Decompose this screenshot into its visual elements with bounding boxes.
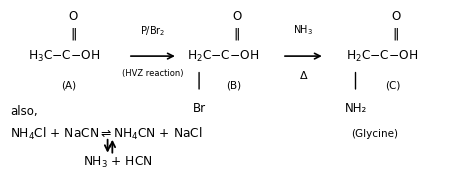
Text: ‖: ‖ <box>234 28 240 40</box>
Text: ‖: ‖ <box>70 28 77 40</box>
Text: ‖: ‖ <box>392 28 399 40</box>
Text: also,: also, <box>10 105 38 118</box>
Text: (Glycine): (Glycine) <box>351 129 398 139</box>
Text: NH$_3$ + HCN: NH$_3$ + HCN <box>83 155 153 170</box>
Text: NH$_3$: NH$_3$ <box>293 23 313 37</box>
Text: O: O <box>69 11 78 23</box>
Text: (B): (B) <box>226 80 241 90</box>
Text: NH$_4$Cl + NaCN$\rightleftharpoons$NH$_4$CN + NaCl: NH$_4$Cl + NaCN$\rightleftharpoons$NH$_4… <box>10 125 203 141</box>
Text: Δ: Δ <box>300 71 307 81</box>
Text: P/Br$_2$: P/Br$_2$ <box>140 24 165 38</box>
Text: (HVZ reaction): (HVZ reaction) <box>122 70 183 78</box>
Text: (C): (C) <box>385 80 400 90</box>
Text: NH₂: NH₂ <box>345 102 366 115</box>
Text: Br: Br <box>192 102 206 115</box>
Text: H$_2$C$-$C$-$OH: H$_2$C$-$C$-$OH <box>346 49 419 64</box>
Text: H$_2$C$-$C$-$OH: H$_2$C$-$C$-$OH <box>187 49 260 64</box>
Text: (A): (A) <box>61 80 76 90</box>
Text: O: O <box>391 11 401 23</box>
Text: H$_3$C$-$C$-$OH: H$_3$C$-$C$-$OH <box>28 49 101 64</box>
Text: O: O <box>232 11 242 23</box>
